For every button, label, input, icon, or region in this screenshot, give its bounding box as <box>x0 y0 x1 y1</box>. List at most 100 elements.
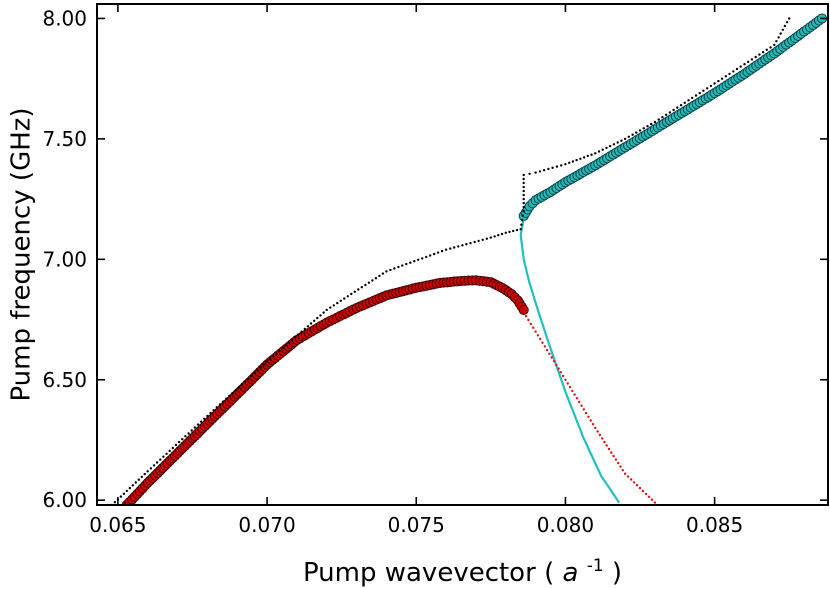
series-4-dot-39 <box>231 391 234 395</box>
series-4-dot-193 <box>754 55 757 59</box>
series-4-dot-137 <box>542 169 546 172</box>
series-4-dot-105 <box>461 244 464 247</box>
series-4-dot-97 <box>429 254 432 257</box>
series-4-dot-110 <box>481 238 484 241</box>
series-3-dot-38 <box>610 451 613 454</box>
series-4-dot-107 <box>469 241 472 245</box>
series-4-dot-134 <box>528 172 531 175</box>
series-3-dot-18 <box>564 378 567 381</box>
series-4-dot-190 <box>743 62 746 66</box>
series-4-dot-123 <box>521 214 525 217</box>
series-4-dot-174 <box>683 101 686 105</box>
series-4-dot-76 <box>350 292 353 296</box>
series-4-dot-136 <box>538 170 542 173</box>
series-4-dot-49 <box>262 363 266 366</box>
series-4-dot-63 <box>306 325 310 328</box>
series-4-dot-22 <box>177 440 181 444</box>
series-3-dot-14 <box>555 363 558 367</box>
series-4-dot-109 <box>477 239 480 243</box>
series-4-dot-106 <box>465 243 468 246</box>
series-4-dot-90 <box>401 264 404 267</box>
series-4-dot-98 <box>433 252 436 256</box>
series-4-dot-101 <box>444 248 448 251</box>
series-4-dot-113 <box>493 235 496 238</box>
series-4-dot-177 <box>694 94 698 97</box>
series-4-dot-191 <box>747 60 750 63</box>
series-4-dot-77 <box>353 290 356 293</box>
y-axis-label: Pump frequency (GHz) <box>7 107 37 401</box>
series-4-dot-14 <box>152 464 156 467</box>
series-4-dot-175 <box>687 99 690 102</box>
series-4-dot-180 <box>706 87 709 90</box>
series-4-dot-81 <box>367 281 371 284</box>
series-4-dot-33 <box>212 409 215 412</box>
series-4-dot-185 <box>724 75 727 78</box>
x-tick-label-0: 0.065 <box>89 513 146 537</box>
y-tick-label-1: 6.50 <box>42 368 87 392</box>
series-4-dot-138 <box>547 167 550 171</box>
series-4-dot-96 <box>425 255 428 259</box>
series-3-dot-34 <box>601 437 604 440</box>
series-4-dot-139 <box>551 166 554 169</box>
series-3-dot-32 <box>596 430 599 433</box>
series-4-dot-167 <box>657 118 660 121</box>
series-4-dot-202 <box>781 28 784 31</box>
x-axis-label-text: Pump wavevector <box>303 558 536 588</box>
series-4-dot-159 <box>627 135 630 138</box>
series-4-dot-119 <box>515 228 519 232</box>
series-4-dot-52 <box>272 355 275 358</box>
series-4-dot-125 <box>522 205 525 209</box>
series-4-dot-111 <box>485 237 488 240</box>
series-4-dot-144 <box>571 160 575 163</box>
series-4-dot-87 <box>389 268 392 272</box>
series-4-dot-114 <box>497 234 500 237</box>
series-4-dot-200 <box>777 36 780 39</box>
series-4-dot-4 <box>122 492 126 495</box>
series-4-dot-28 <box>196 423 200 426</box>
series-1 <box>518 13 828 222</box>
series-3-dot-0 <box>522 311 525 314</box>
series-4-dot-194 <box>758 53 761 56</box>
series-4-dot-7 <box>131 484 134 487</box>
series-4-dot-146 <box>579 157 582 160</box>
series-4-dot-102 <box>449 247 452 250</box>
series-4-dot-67 <box>319 314 322 317</box>
series-4-dot-78 <box>357 288 360 291</box>
series-4-dot-23 <box>181 438 184 441</box>
series-4-dot-129 <box>522 189 525 193</box>
series-4-dot-122 <box>521 219 524 222</box>
series-3-dot-21 <box>571 389 574 393</box>
series-4-dot-187 <box>732 70 735 73</box>
series-4-dot-37 <box>225 397 228 400</box>
series-3-dot-45 <box>626 475 630 478</box>
series-4-dot-100 <box>440 249 444 253</box>
series-4-dot-205 <box>788 17 791 20</box>
series-4-dot-128 <box>522 193 525 197</box>
series-4-dot-168 <box>661 116 664 119</box>
series-4-dot-118 <box>512 229 515 233</box>
series-4-dot-30 <box>203 417 206 420</box>
series-4-dot-11 <box>143 472 146 476</box>
series-0 <box>121 275 529 505</box>
series-4-dot-53 <box>275 352 278 355</box>
series-3-dot-40 <box>614 458 618 461</box>
series-4-dot-188 <box>735 67 739 71</box>
series-4-dot-99 <box>436 251 440 254</box>
series-4-dot-170 <box>668 111 672 114</box>
series-4-dot-169 <box>664 113 668 117</box>
series-4-dot-38 <box>228 394 231 398</box>
series-4-dot-9 <box>137 478 140 481</box>
series-4-dot-75 <box>346 295 349 298</box>
series-4-dot-64 <box>309 322 313 325</box>
series-4-dot-29 <box>199 420 203 423</box>
series-3-dot-5 <box>534 330 537 333</box>
series-4-dot-6 <box>128 486 131 490</box>
series-4-dot-158 <box>623 137 627 141</box>
series-4-dot-41 <box>237 386 240 389</box>
series-4-dot-65 <box>313 319 316 322</box>
series-3-dot-37 <box>607 447 611 451</box>
series-4-dot-130 <box>522 185 525 189</box>
series-4-dot-186 <box>728 72 731 76</box>
series-4-dot-85 <box>381 272 385 275</box>
series-4-dot-183 <box>717 79 720 83</box>
